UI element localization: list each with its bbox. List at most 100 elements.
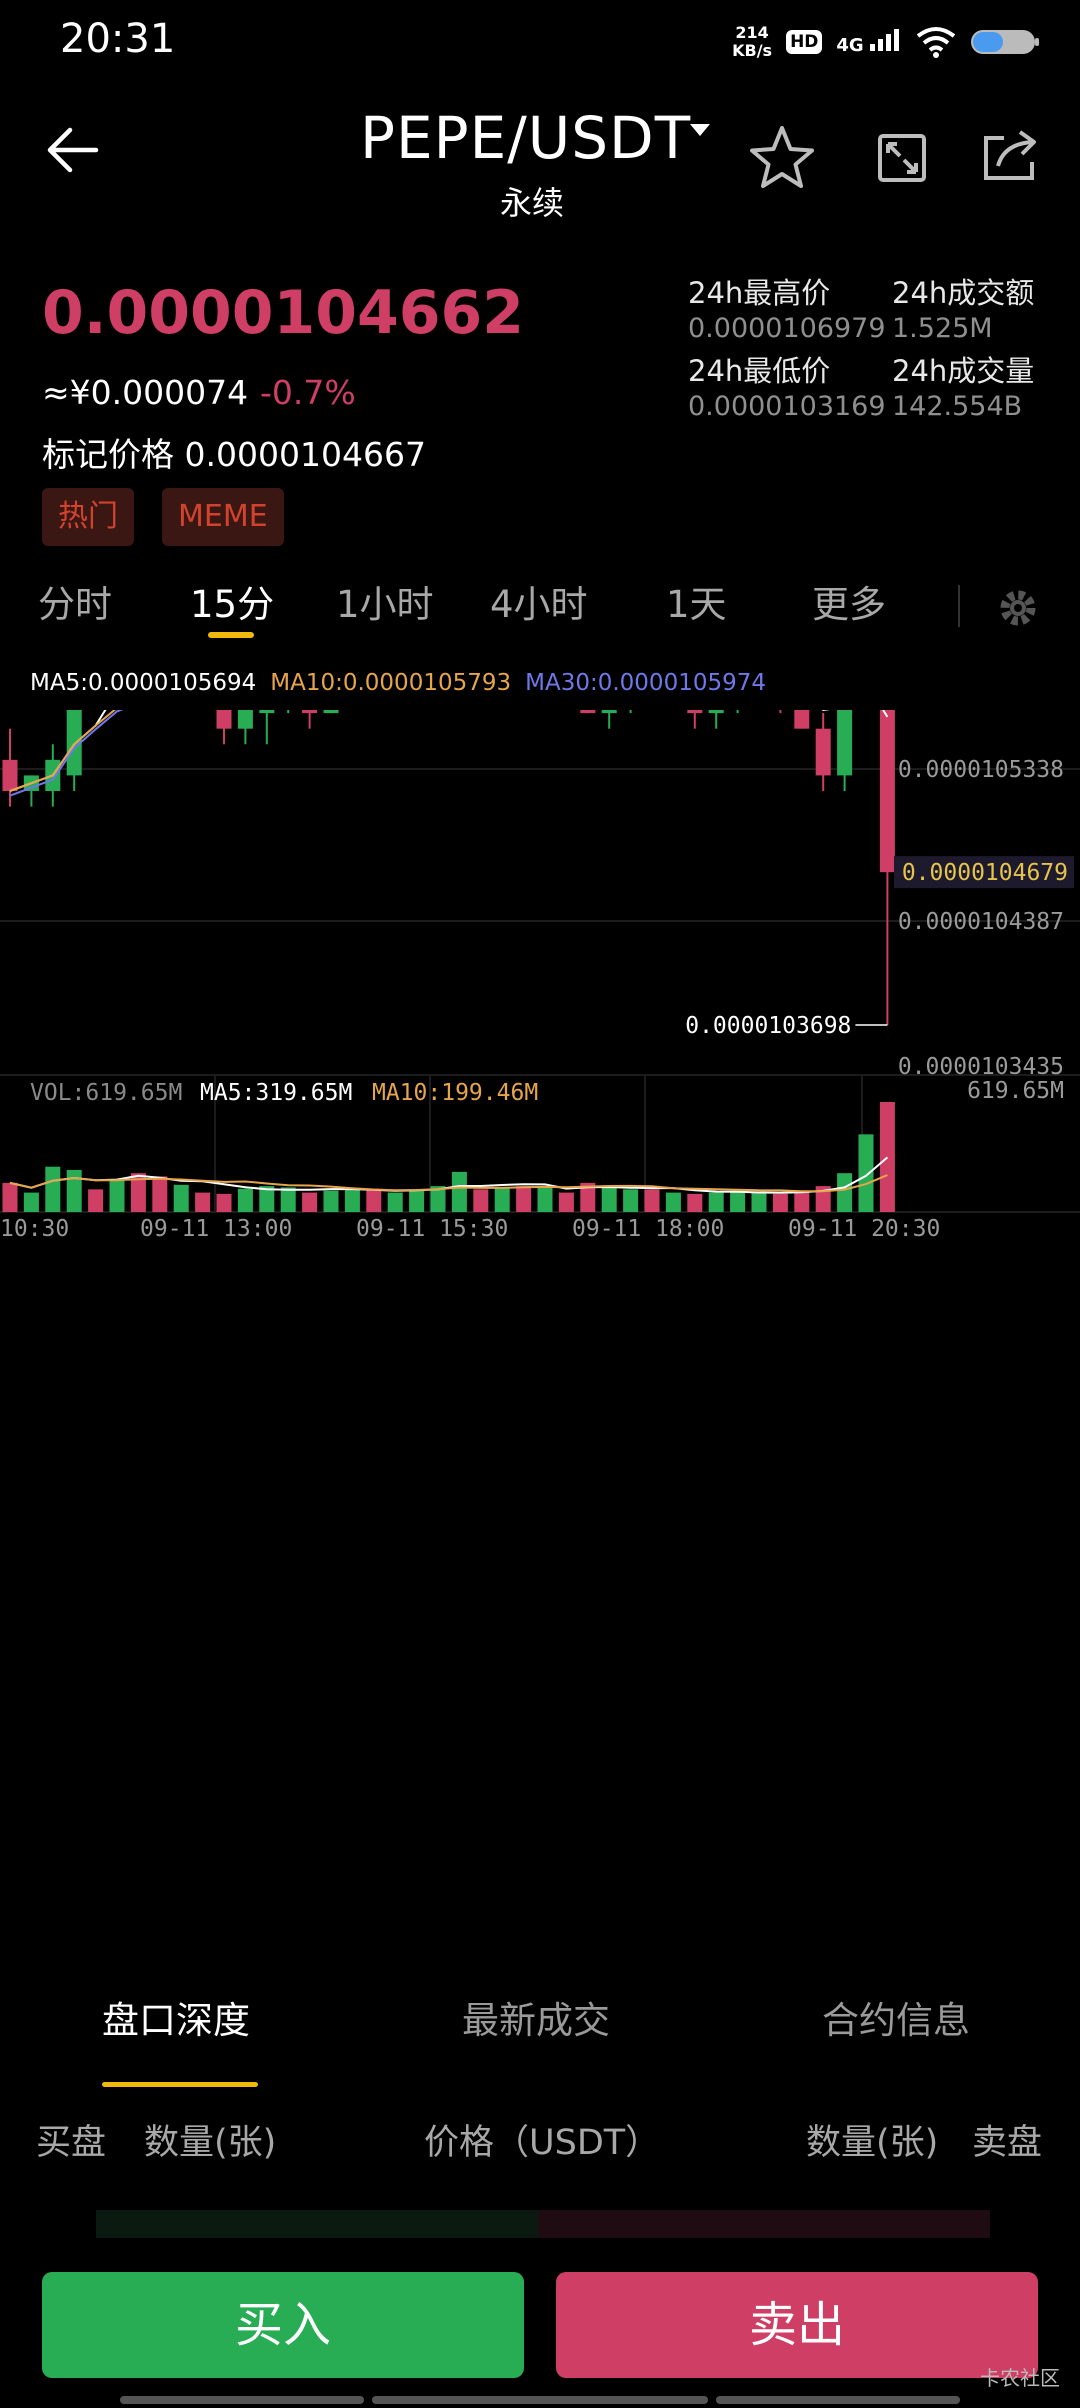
volume-bar	[858, 1134, 874, 1212]
time-axis-label: 09-11 18:00	[572, 1216, 724, 1242]
volume-value: 142.554B	[892, 391, 1023, 422]
network-type: 4G	[836, 34, 864, 56]
battery-icon	[971, 30, 1039, 54]
ma-legend: MA5:0.0000105694 MA10:0.0000105793 MA30:…	[30, 670, 766, 696]
low-label: 24h最低价	[688, 354, 831, 388]
volume-axis-max: 619.65M	[967, 1078, 1064, 1104]
status-icons: 214 KB/s HD 4G	[732, 22, 1040, 62]
star-icon	[750, 126, 814, 188]
fullscreen-button[interactable]	[866, 122, 938, 194]
chart-settings-button[interactable]	[996, 586, 1040, 634]
tab-more[interactable]: 更多	[812, 583, 886, 626]
mark-price: 标记价格 0.0000104667	[42, 428, 426, 476]
gesture-bar-left	[120, 2396, 364, 2404]
candle-body	[237, 710, 253, 729]
buy-button[interactable]: 买入	[42, 2272, 524, 2378]
gesture-bar-center	[372, 2396, 708, 2404]
high-label: 24h最高价	[688, 276, 831, 310]
current-price-tag-bg	[894, 856, 1074, 889]
volume-bar	[494, 1187, 510, 1212]
tag-hot[interactable]: 热门	[42, 488, 134, 546]
volume-ma10-line	[9, 1174, 888, 1193]
volume-bar	[623, 1189, 639, 1212]
share-button[interactable]	[974, 122, 1046, 194]
candle-body	[708, 710, 724, 714]
ma30-value: MA30:0.0000105974	[525, 670, 766, 696]
net-speed-value: 214	[735, 23, 769, 42]
volume-bar	[23, 1192, 39, 1212]
back-button[interactable]	[40, 120, 120, 200]
ob-sell-header: 卖盘	[972, 2123, 1043, 2163]
volume-bar	[580, 1182, 596, 1212]
time-axis-label: 09-11 15:30	[356, 1216, 508, 1242]
share-icon	[984, 130, 1036, 180]
candle-body	[323, 710, 339, 714]
tab-timeline[interactable]: 分时	[38, 583, 112, 626]
tab-4h[interactable]: 4小时	[490, 583, 588, 626]
last-price: 0.0000104662	[42, 278, 525, 348]
gesture-bar-right	[716, 2396, 960, 2404]
watermark: 卡农社区	[980, 2366, 1060, 2390]
tab-contract-info[interactable]: 合约信息	[822, 1999, 970, 2042]
volume-bar	[430, 1186, 446, 1212]
low-value: 0.0000103169	[688, 391, 886, 422]
chevron-down-icon[interactable]	[690, 124, 710, 136]
candlestick-chart[interactable]: 0.00001072410.00001062890.00001053380.00…	[0, 710, 1080, 1870]
sell-depth-bar	[538, 2210, 990, 2238]
pair-title[interactable]: PEPE/USDT	[360, 104, 692, 172]
low-marker-label: 0.0000103698	[685, 1013, 851, 1039]
tab-order-book[interactable]: 盘口深度	[102, 1999, 250, 2042]
volume-bar	[794, 1191, 810, 1212]
candle-body	[259, 710, 275, 714]
volume-bar	[409, 1190, 425, 1212]
candle-body	[601, 710, 617, 714]
current-price-tag: 0.0000104679	[902, 860, 1068, 886]
status-time: 20:31	[60, 16, 176, 62]
buy-depth-bar	[96, 2210, 538, 2238]
time-axis-label: 09-11 13:00	[140, 1216, 292, 1242]
volume-bar	[280, 1187, 296, 1212]
volume-bar	[173, 1184, 189, 1212]
candle-body	[2, 759, 18, 792]
tab-divider	[958, 585, 960, 627]
time-axis-label: 09-11 20:30	[788, 1216, 940, 1242]
mark-price-label: 标记价格	[42, 435, 174, 474]
tab-1h[interactable]: 1小时	[336, 583, 434, 626]
sell-button[interactable]: 卖出	[556, 2272, 1038, 2378]
ma10-value: MA10:0.0000105793	[270, 670, 512, 696]
volume-bar	[45, 1166, 61, 1212]
volume-bar	[558, 1192, 574, 1212]
tab-latest-trades[interactable]: 最新成交	[462, 1999, 610, 2042]
volume-bar	[644, 1189, 660, 1212]
volume-bar	[601, 1186, 617, 1212]
ob-qty-header-left: 数量(张)	[144, 2123, 277, 2163]
active-tab-indicator	[208, 632, 254, 638]
ma30-line	[9, 710, 124, 797]
volume-bar	[451, 1171, 467, 1212]
tab-15m[interactable]: 15分	[190, 583, 275, 626]
turnover-label: 24h成交额	[892, 276, 1035, 310]
ob-price-header: 价格（USDT）	[424, 2123, 661, 2163]
volume-bar	[665, 1192, 681, 1212]
volume-legend-ma10: MA10:199.46M	[372, 1080, 538, 1106]
ma5-value: MA5:0.0000105694	[30, 670, 257, 696]
active-bottom-tab-indicator	[102, 2082, 258, 2087]
tab-1d[interactable]: 1天	[666, 583, 727, 626]
cny-price: ≈¥0.000074	[42, 373, 249, 412]
volume-bar	[537, 1187, 553, 1212]
volume-bar	[323, 1190, 339, 1212]
volume-bar	[130, 1173, 146, 1212]
volume-bar	[2, 1182, 18, 1212]
favorite-button[interactable]	[746, 122, 818, 194]
signal-icon: 4G	[836, 28, 902, 56]
ob-buy-header: 买盘	[36, 2123, 107, 2163]
hd-icon: HD	[786, 30, 823, 54]
volume-bar	[344, 1188, 360, 1212]
volume-bar	[302, 1192, 318, 1212]
candle-body	[302, 710, 318, 714]
candle-body	[580, 710, 596, 714]
volume-bar	[88, 1189, 104, 1212]
candle-body	[794, 710, 810, 729]
tag-meme[interactable]: MEME	[162, 488, 284, 546]
volume-bar	[708, 1192, 724, 1212]
